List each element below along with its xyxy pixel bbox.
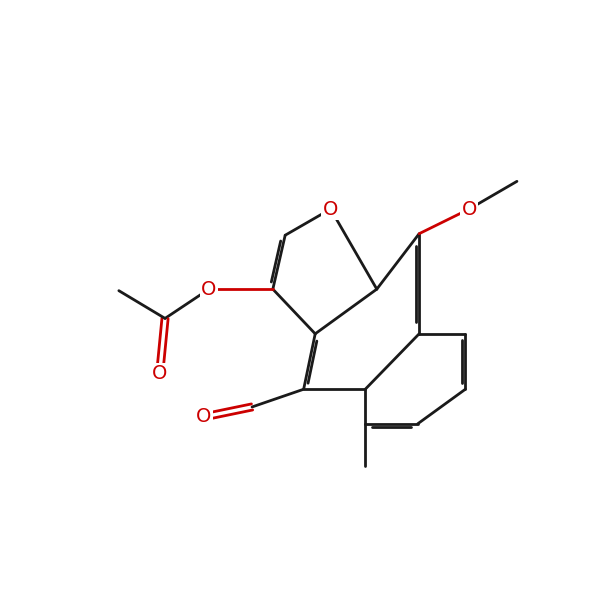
Text: O: O [461,200,477,218]
Text: O: O [152,364,167,383]
Text: O: O [323,200,338,218]
Text: O: O [201,280,217,299]
Text: O: O [196,407,211,427]
